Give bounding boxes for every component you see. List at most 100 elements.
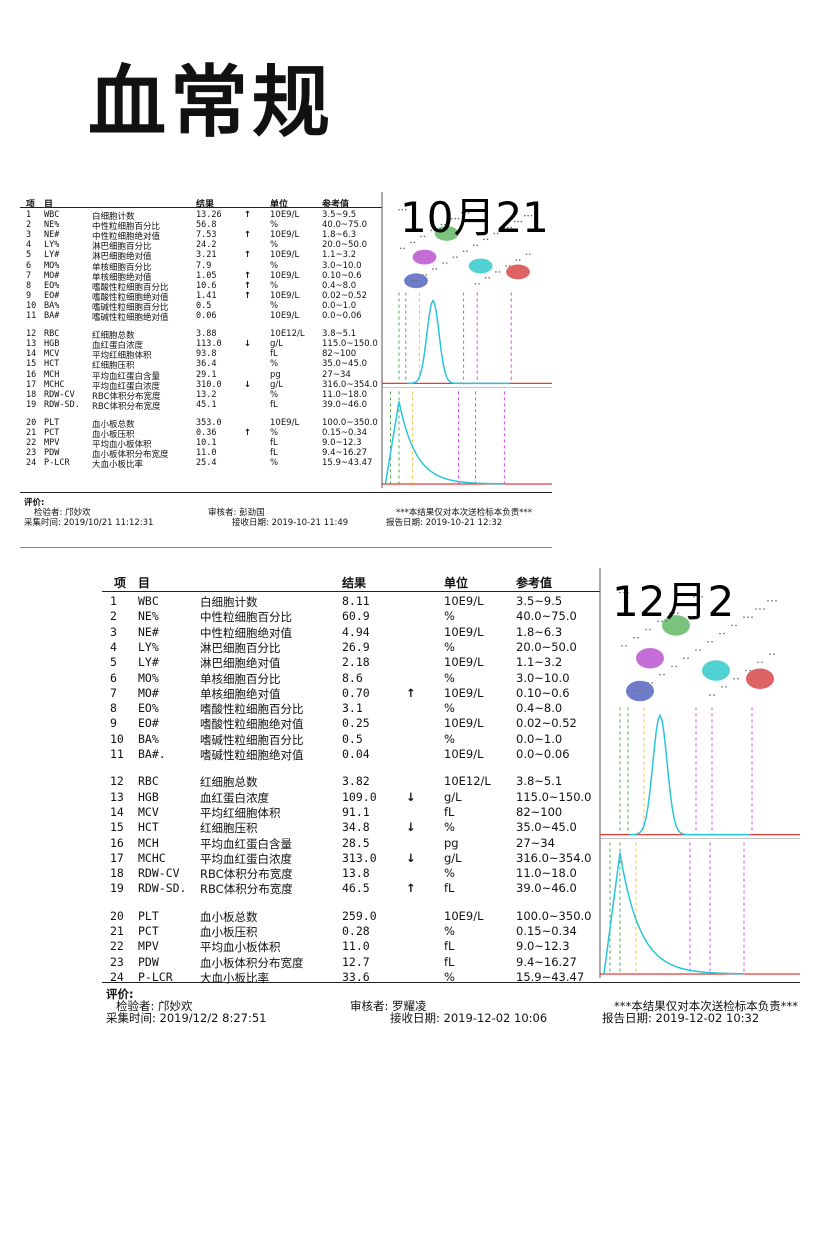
cell-result: 60.9 bbox=[342, 609, 370, 624]
scatter-dot bbox=[484, 277, 487, 279]
footer-divider bbox=[20, 492, 552, 493]
cell-name: 嗜碱性粒细胞绝对值 bbox=[92, 313, 169, 323]
scatter-cluster bbox=[662, 615, 690, 636]
scatter-cluster bbox=[468, 258, 493, 274]
scatter-dot bbox=[456, 256, 458, 258]
scatter-dot bbox=[757, 661, 759, 664]
cell-result: 0.5 bbox=[342, 731, 363, 746]
header-ref: 参考值 bbox=[516, 576, 553, 590]
scatter-dot bbox=[467, 211, 470, 214]
scatter-dot bbox=[410, 241, 412, 244]
cell-name: 平均血红蛋白含量 bbox=[200, 836, 292, 851]
cell-no: 17 bbox=[110, 850, 124, 865]
date-label-dec-2: 12月2 bbox=[612, 577, 735, 626]
cell-name: 红细胞压积 bbox=[92, 361, 135, 372]
cell-no: 24 bbox=[26, 458, 37, 469]
cell-code: MCHC bbox=[138, 850, 166, 865]
cell-unit: 10E9/L bbox=[270, 417, 300, 428]
cell-no: 18 bbox=[110, 866, 124, 881]
scatter-dot bbox=[415, 280, 417, 282]
cell-code: LY# bbox=[44, 250, 60, 261]
cell-code: MCH bbox=[44, 369, 60, 380]
scatter-dot bbox=[510, 226, 512, 229]
cell-no: 2 bbox=[110, 609, 117, 624]
cell-result: 34.8 bbox=[342, 820, 370, 835]
cell-ref: 3.8~5.1 bbox=[322, 329, 357, 340]
cell-unit: g/L bbox=[444, 850, 462, 865]
cell-code: WBC bbox=[44, 210, 60, 220]
scatter-dot bbox=[621, 645, 623, 647]
cell-code: PCT bbox=[44, 428, 60, 438]
cell-flag: ↑ bbox=[244, 210, 252, 220]
cell-flag: ↑ bbox=[244, 230, 252, 241]
cell-ref: 316.0~354.0 bbox=[516, 850, 592, 865]
scatter-dot bbox=[623, 591, 625, 594]
scatter-dot bbox=[422, 274, 424, 276]
cell-ref: 35.0~45.0 bbox=[322, 359, 367, 370]
cell-name: 单核细胞百分比 bbox=[92, 262, 152, 273]
cell-ref: 1.1~3.2 bbox=[322, 250, 357, 261]
cell-result: 13.2 bbox=[196, 389, 217, 400]
cell-no: 12 bbox=[26, 329, 37, 340]
scatter-dot bbox=[625, 645, 627, 647]
scatter-dot bbox=[466, 250, 468, 252]
cell-no: 1 bbox=[26, 210, 32, 220]
scatter-dot bbox=[709, 694, 711, 696]
footer-report: 报告日期: 2019-10-21 12:32 bbox=[386, 518, 503, 528]
cell-code: LY# bbox=[138, 655, 159, 670]
cell-code: RDW-CV bbox=[138, 866, 180, 881]
scatter-dot bbox=[432, 268, 434, 270]
cell-name: 淋巴细胞绝对值 bbox=[92, 252, 152, 263]
cell-name: 血小板总数 bbox=[92, 419, 135, 430]
scatter-dot bbox=[405, 208, 407, 211]
cell-name: 平均血红蛋白浓度 bbox=[92, 381, 161, 392]
scatter-dot bbox=[721, 686, 723, 688]
cell-result: 313.0 bbox=[342, 850, 377, 865]
cell-name: 血小板总数 bbox=[200, 909, 258, 924]
cell-result: 11.0 bbox=[342, 939, 370, 954]
cell-result: 13.26 bbox=[196, 210, 222, 220]
scatter-dot bbox=[503, 226, 506, 229]
cell-code: HCT bbox=[138, 820, 159, 835]
cell-result: 29.1 bbox=[196, 369, 217, 380]
cell-flag: ↑ bbox=[244, 280, 252, 291]
scatter-dot bbox=[401, 208, 404, 211]
scatter-dot bbox=[398, 208, 400, 211]
footer-eval: 评价: bbox=[24, 498, 45, 508]
cell-ref: 1.8~6.3 bbox=[516, 624, 563, 639]
cell-flag: ↑ bbox=[406, 685, 416, 700]
cell-no: 9 bbox=[26, 290, 32, 301]
cell-unit: % bbox=[444, 701, 455, 716]
cell-no: 2 bbox=[26, 220, 32, 231]
scatter-dot bbox=[495, 271, 497, 273]
scatter-dot bbox=[723, 632, 725, 635]
cell-flag: ↑ bbox=[406, 881, 416, 896]
cell-ref: 20.0~50.0 bbox=[516, 639, 577, 654]
cell-no: 6 bbox=[110, 670, 117, 685]
cell-code: RBC bbox=[138, 774, 159, 789]
header-result: 结果 bbox=[342, 576, 367, 590]
scatter-dot bbox=[496, 232, 499, 235]
scatter-dot bbox=[433, 229, 436, 232]
scatter-dot bbox=[677, 612, 679, 614]
cell-ref: 100.0~350.0 bbox=[516, 908, 592, 923]
scatter-dot bbox=[447, 223, 450, 226]
cell-code: MCV bbox=[44, 349, 60, 360]
cell-name: 红细胞压积 bbox=[200, 821, 258, 836]
cell-result: 113.0 bbox=[196, 339, 222, 350]
cell-ref: 316.0~354.0 bbox=[322, 379, 378, 390]
cell-ref: 3.5~9.5 bbox=[322, 210, 357, 220]
scatter-dot bbox=[743, 616, 745, 618]
cell-no: 21 bbox=[110, 924, 124, 938]
header-item: 项 目 bbox=[26, 200, 54, 210]
cell-ref: 115.0~150.0 bbox=[516, 789, 592, 804]
scatter-dot bbox=[719, 632, 721, 635]
cell-name: 血小板体积分布宽度 bbox=[92, 450, 169, 461]
scatter-dot bbox=[498, 271, 501, 273]
cell-flag: ↑ bbox=[244, 250, 252, 261]
footer-divider bbox=[102, 982, 800, 983]
cell-code: BA#. bbox=[138, 747, 166, 761]
cell-no: 8 bbox=[26, 280, 32, 291]
scatter-dot bbox=[661, 620, 663, 623]
cell-result: 28.5 bbox=[342, 835, 370, 850]
